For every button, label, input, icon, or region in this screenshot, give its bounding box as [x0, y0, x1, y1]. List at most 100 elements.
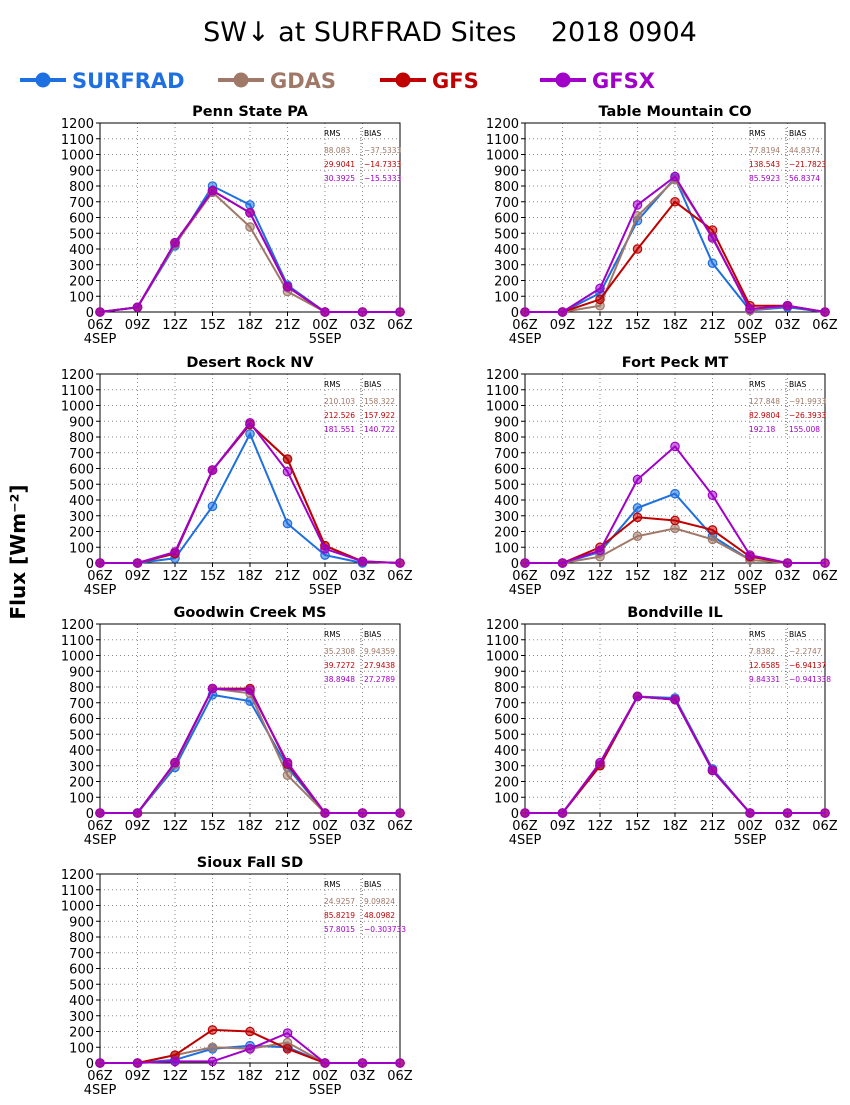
x-tick-label: 09Z — [125, 318, 151, 333]
x-tick-label: 03Z — [350, 1069, 376, 1084]
stats-rms-value: 38.8948 — [324, 675, 355, 684]
stats-bias-value: 27.2789 — [364, 675, 395, 684]
x-tick-label: 15Z — [625, 819, 651, 834]
panel-grid — [525, 624, 825, 813]
y-tick-label: 800 — [494, 681, 519, 696]
stats-header-rms: RMS — [749, 630, 766, 639]
stats-bias-value: 140.722 — [364, 425, 395, 434]
legend-swatch-marker — [555, 72, 571, 88]
y-tick-label: 1000 — [486, 650, 519, 665]
data-point — [632, 691, 643, 702]
x-tick-label: 06Z — [387, 1069, 413, 1084]
data-point — [745, 808, 755, 818]
y-tick-label: 200 — [69, 275, 94, 290]
y-tick-label: 1200 — [486, 368, 519, 383]
data-point — [282, 466, 293, 477]
panel-title: Table Mountain CO — [598, 104, 751, 120]
data-point — [782, 300, 793, 311]
data-point — [820, 808, 830, 818]
legend-swatch-marker — [35, 72, 51, 88]
x-tick-label: 00Z — [737, 318, 763, 333]
stats-bias-value: −0.941338 — [789, 675, 831, 684]
y-tick-label: 0 — [511, 807, 519, 822]
series-surfrad — [95, 690, 330, 818]
y-tick-label: 1100 — [486, 133, 519, 148]
x-tick-label: 15Z — [200, 569, 226, 584]
stats-header-rms: RMS — [324, 630, 341, 639]
x-tick-label: 03Z — [350, 318, 376, 333]
data-point — [395, 307, 405, 317]
data-point — [170, 757, 180, 768]
x-tick-label: 06Z — [387, 569, 413, 584]
x-tick-label: 12Z — [587, 318, 613, 333]
x-tick-label: 12Z — [162, 1069, 188, 1084]
y-tick-label: 500 — [69, 728, 94, 743]
data-point — [707, 490, 718, 501]
data-point — [395, 808, 405, 818]
y-tick-label: 800 — [494, 431, 519, 446]
stats-rms-value: 39.7272 — [324, 661, 355, 670]
data-point — [207, 185, 218, 196]
y-tick-label: 1100 — [486, 634, 519, 649]
y-tick-label: 1100 — [61, 884, 94, 899]
stats-rms-value: 85.5923 — [749, 174, 780, 183]
data-point — [245, 418, 255, 428]
data-point — [320, 1058, 330, 1068]
stats-header-bias: BIAS — [364, 880, 381, 889]
y-tick-label: 500 — [494, 728, 519, 743]
x-date-label: 5SEP — [309, 833, 342, 848]
data-point — [207, 1025, 218, 1035]
y-tick-label: 200 — [494, 776, 519, 791]
data-point — [707, 765, 718, 776]
x-tick-label: 18Z — [237, 318, 263, 333]
y-tick-label: 300 — [69, 510, 94, 525]
y-tick-label: 1000 — [486, 400, 519, 415]
x-tick-label: 18Z — [237, 819, 263, 834]
data-point — [282, 1028, 293, 1038]
stats-rms-value: 29.9041 — [324, 160, 355, 169]
y-tick-label: 700 — [494, 697, 519, 712]
data-point — [320, 808, 330, 818]
y-tick-label: 400 — [69, 243, 94, 258]
data-point — [520, 558, 530, 568]
panel-stats: RMS BIAS 210.103 158.322 212.526 157.922 181.5… — [324, 379, 395, 436]
panel-goodwin-creek-ms: Goodwin Creek MS 010020030040050060070080… — [61, 605, 413, 848]
stats-rms-value: 85.8219 — [324, 911, 355, 920]
data-point — [820, 558, 830, 568]
x-tick-label: 21Z — [275, 1069, 301, 1084]
stats-bias-value: −15.5333 — [364, 174, 402, 183]
data-point — [207, 1056, 218, 1067]
y-tick-label: 500 — [494, 478, 519, 493]
y-tick-label: 500 — [69, 478, 94, 493]
panel-desert-rock-nv: Desert Rock NV 01002003004005006007008009… — [61, 355, 413, 598]
data-point — [357, 1058, 368, 1068]
x-tick-label: 09Z — [550, 318, 576, 333]
x-tick-label: 21Z — [275, 318, 301, 333]
y-tick-label: 1200 — [486, 117, 519, 132]
stats-rms-value: 57.8015 — [324, 925, 355, 934]
panel-stats: RMS BIAS 35.2308 9.94359 39.7272 27.9438 38.89… — [324, 629, 395, 686]
data-point — [595, 294, 605, 305]
data-point — [557, 808, 568, 818]
data-point — [632, 244, 643, 254]
y-tick-label: 300 — [69, 1010, 94, 1025]
y-tick-label: 400 — [69, 494, 94, 509]
data-point — [170, 237, 180, 248]
legend-swatch-marker — [395, 72, 411, 88]
data-point — [670, 523, 680, 534]
x-tick-label: 03Z — [775, 569, 801, 584]
x-tick-label: 09Z — [550, 569, 576, 584]
y-tick-label: 0 — [86, 807, 94, 822]
x-tick-label: 06Z — [87, 1069, 113, 1084]
y-tick-label: 1000 — [61, 650, 94, 665]
series-gfs — [520, 512, 830, 568]
legend-item-gfs: GFS — [380, 69, 479, 93]
panels: Penn State PA010020030040050060070080090… — [61, 104, 838, 1098]
series-gfsx — [95, 683, 405, 818]
y-tick-label: 700 — [494, 196, 519, 211]
stats-bias-value: −6.94137 — [789, 661, 827, 670]
series-line — [525, 695, 825, 814]
y-tick-label: 100 — [69, 541, 94, 556]
data-point — [670, 515, 680, 526]
x-date-label: 4SEP — [509, 583, 542, 598]
